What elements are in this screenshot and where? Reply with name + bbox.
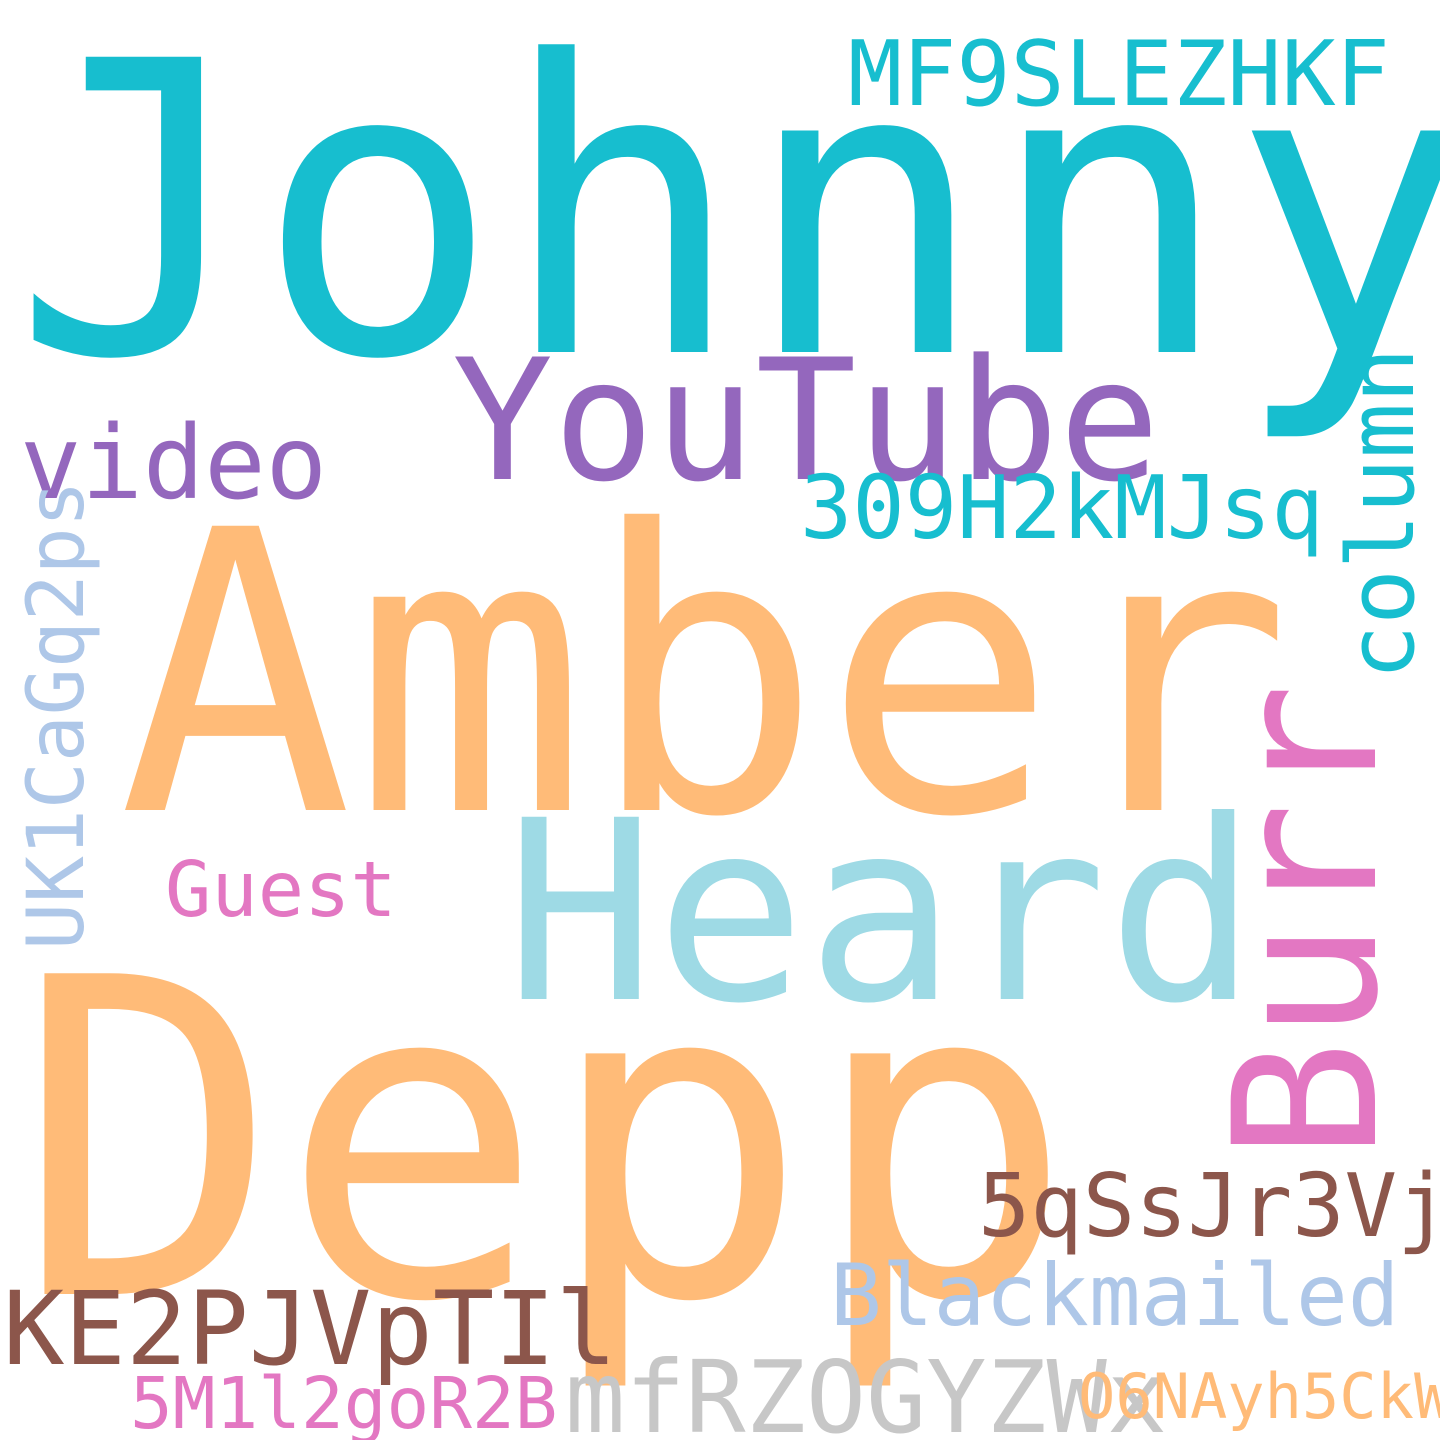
- word-guest: Guest: [165, 846, 397, 935]
- word-309h2kmjsq: 309H2kMJsq: [800, 457, 1324, 559]
- word-heard: Heard: [505, 767, 1258, 1058]
- word-blackmailed: Blackmailed: [830, 1246, 1400, 1346]
- word-youtube: YouTube: [452, 323, 1161, 519]
- word-johnny: Johnny: [12, 0, 1440, 448]
- word-amber: Amber: [118, 448, 1292, 902]
- word-mf9slezhkf: MF9SLEZHKF: [848, 22, 1390, 127]
- word-5m1l2gor2b: 5M1l2goR2B: [130, 1362, 558, 1440]
- word-column: column: [1328, 347, 1435, 680]
- word-burr: Burr: [1191, 683, 1422, 1160]
- word-ke2pjvptil: KE2PJVpTIl: [3, 1270, 618, 1389]
- word-depp: Depp: [15, 886, 1075, 1398]
- word-o6nayh5ckw: O6NAyh5CkW: [1078, 1360, 1440, 1433]
- word-video: video: [20, 404, 328, 523]
- word-uk1cagq2ps: UK1CaGq2ps: [12, 480, 102, 950]
- word-mfrzogyzwx: mfRZOGYZWx: [565, 1339, 1168, 1440]
- word-5qssjr3vjm: 5qSsJr3VjM: [978, 1155, 1440, 1257]
